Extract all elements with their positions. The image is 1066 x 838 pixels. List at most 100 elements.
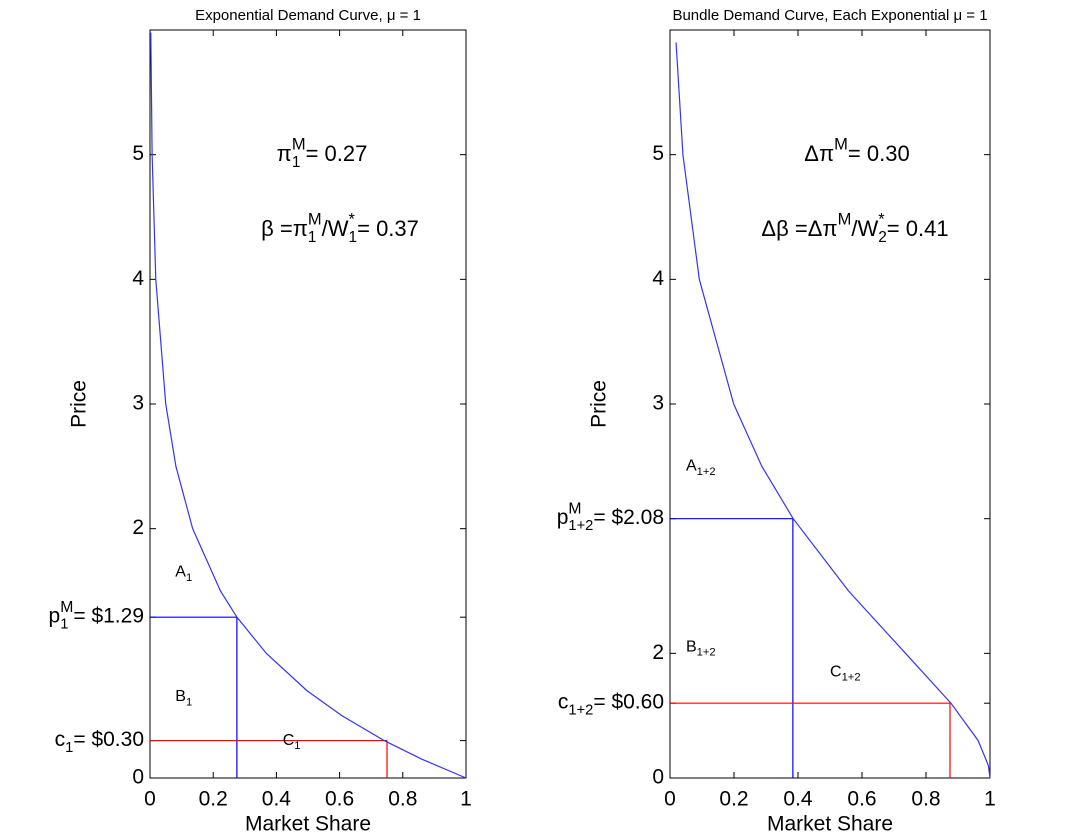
- annotation-part: M: [834, 135, 848, 153]
- y-tick-label-part: = $0.30: [73, 728, 144, 751]
- region-label-part: C: [283, 732, 295, 749]
- y-tick-label: p M1+2 = $2.08: [557, 500, 664, 534]
- annotation-part: M: [838, 210, 852, 228]
- annotation-part: Δπ: [804, 141, 834, 166]
- region-label-part: 1+2: [697, 466, 716, 478]
- chart-title: Exponential Demand Curve, μ = 1: [195, 7, 421, 24]
- y-axis-label-part: Price: [588, 380, 611, 428]
- y-tick-label-part: p: [49, 605, 61, 628]
- y-tick-label-part: 0: [132, 766, 144, 789]
- y-tick-label-part: M: [568, 500, 581, 517]
- x-tick-label: 0.8: [911, 788, 940, 811]
- y-axis-label-part: Price: [68, 380, 91, 428]
- y-tick-label-part: 2: [652, 641, 664, 664]
- y-tick-label-part: 1+2: [568, 702, 593, 718]
- demand-curve: [150, 32, 467, 779]
- y-tick-label-part: = $1.29: [73, 605, 144, 628]
- region-label: C 1+2: [830, 663, 861, 683]
- annotation-part: 1: [292, 154, 301, 171]
- y-tick-label-part: p: [557, 506, 569, 529]
- y-tick-label: c 1+2 = $0.60: [558, 691, 664, 719]
- annotation-part: /W: [322, 216, 349, 241]
- y-tick-label-part: 4: [132, 267, 144, 290]
- x-tick-label: 0.4: [783, 788, 813, 811]
- y-tick-label-part: 1: [60, 616, 68, 632]
- x-axis-label-part: Market Share: [245, 813, 371, 836]
- chart-title-part: Exponential Demand Curve, μ = 1: [195, 7, 421, 24]
- x-tick-label-part: 0.4: [262, 788, 292, 811]
- y-tick-label-part: 5: [132, 142, 144, 165]
- y-tick-label: 4: [652, 267, 664, 290]
- x-tick-label-part: 0.2: [719, 788, 748, 811]
- y-tick-label-part: c: [558, 691, 569, 714]
- annotation-part: = 0.27: [306, 141, 368, 166]
- y-tick-label-part: = $0.60: [593, 691, 664, 714]
- y-tick-label-part: 2: [132, 516, 144, 539]
- annotation-part: π: [277, 141, 292, 166]
- annotation-part: = 0.41: [887, 216, 949, 241]
- y-tick-label: p M1 = $1.29: [49, 599, 144, 633]
- region-label-part: A: [686, 458, 697, 475]
- annotation-part: 2: [878, 229, 887, 246]
- y-tick-label-part: c: [55, 728, 66, 751]
- region-label-part: 1+2: [842, 672, 861, 684]
- x-tick-label: 0.2: [199, 788, 228, 811]
- annotation-part: *: [878, 210, 885, 228]
- x-tick-label-part: 0.8: [911, 788, 940, 811]
- x-tick-label-part: 0: [144, 788, 156, 811]
- annotation: Δπ M = 0.30: [804, 135, 909, 165]
- x-tick-label: 0.6: [847, 788, 876, 811]
- region-label-part: C: [830, 663, 842, 680]
- x-tick-label: 0: [144, 788, 156, 811]
- y-tick-label: 4: [132, 267, 144, 290]
- y-tick-label: 5: [132, 142, 144, 165]
- region-label-part: B: [686, 638, 697, 655]
- annotation-part: *: [349, 210, 356, 228]
- annotation-part: M: [292, 135, 306, 153]
- region-label-part: B: [175, 688, 186, 705]
- region-label-part: A: [175, 564, 186, 581]
- y-tick-label-part: M: [60, 599, 73, 616]
- x-tick-label: 0.4: [262, 788, 292, 811]
- x-axis-label: Market Share: [245, 813, 371, 836]
- y-tick-label-part: = $2.08: [593, 506, 664, 529]
- annotation-part: = 0.37: [357, 216, 419, 241]
- x-tick-label: 0.8: [388, 788, 417, 811]
- y-axis-label: Price: [68, 380, 91, 428]
- x-tick-label-part: 1: [460, 788, 472, 811]
- annotation-part: /W: [851, 216, 878, 241]
- region-label-part: 1: [294, 740, 300, 752]
- y-tick-label: 2: [132, 516, 144, 539]
- x-tick-label-part: 1: [984, 788, 996, 811]
- annotation-part: 1: [308, 229, 317, 246]
- y-tick-label-part: 1: [65, 740, 73, 756]
- annotation: Δβ =Δπ M/W *2 = 0.41: [761, 210, 948, 245]
- region-label-part: 1: [186, 572, 192, 584]
- y-tick-label-part: 3: [652, 392, 664, 415]
- x-tick-label-part: 0.8: [388, 788, 417, 811]
- y-tick-label-part: 4: [652, 267, 664, 290]
- annotation-part: = 0.30: [848, 141, 910, 166]
- demand-curve: [675, 42, 991, 779]
- y-tick-label: 3: [132, 392, 144, 415]
- chart-title: Bundle Demand Curve, Each Exponential μ …: [672, 7, 987, 24]
- x-tick-label-part: 0.6: [325, 788, 354, 811]
- region-label: A 1+2: [686, 458, 716, 478]
- y-tick-label-part: 0: [652, 766, 664, 789]
- x-tick-label: 0.2: [719, 788, 748, 811]
- x-tick-label: 0: [664, 788, 676, 811]
- annotation: β =π M1/W *1 = 0.37: [261, 210, 419, 245]
- annotation-part: M: [308, 210, 322, 228]
- y-tick-label: 3: [652, 392, 664, 415]
- chart-title-part: Bundle Demand Curve, Each Exponential μ …: [672, 7, 987, 24]
- annotation-part: β =π: [261, 216, 308, 241]
- x-axis-label-part: Market Share: [767, 813, 893, 836]
- y-tick-label: 0: [652, 766, 664, 789]
- x-tick-label: 1: [984, 788, 996, 811]
- region-label: B 1+2: [686, 638, 716, 658]
